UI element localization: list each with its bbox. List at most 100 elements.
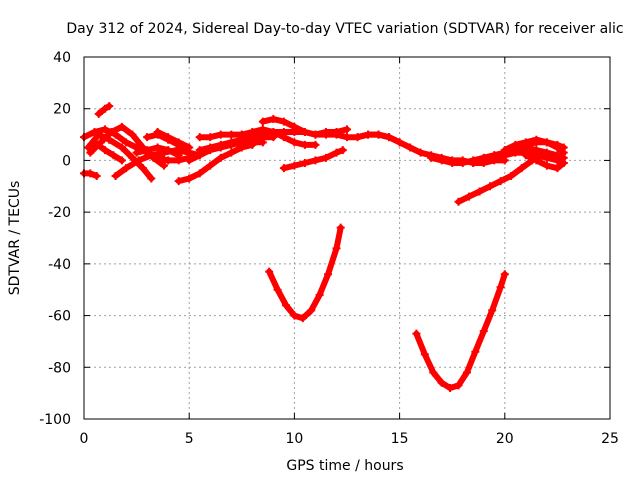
data-point	[159, 161, 168, 170]
plot-frame	[83, 56, 611, 420]
data-point	[542, 148, 551, 157]
data-point	[92, 171, 101, 180]
data-point	[458, 159, 467, 168]
data-point	[128, 153, 137, 162]
data-point	[427, 153, 436, 162]
data-point	[227, 138, 236, 147]
data-point	[462, 368, 471, 377]
data-point	[248, 127, 257, 136]
data-point	[475, 187, 484, 196]
data-point	[488, 306, 497, 315]
data-point	[324, 270, 333, 279]
series-line-s10	[154, 129, 193, 151]
data-point	[412, 329, 421, 338]
y-tick-label: -20	[48, 205, 71, 221]
data-point	[321, 130, 330, 139]
data-point	[174, 177, 183, 186]
grid	[84, 57, 610, 419]
data-point	[416, 148, 425, 157]
data-point	[307, 306, 316, 315]
x-tick-label: 20	[496, 431, 514, 447]
series-line-s18	[266, 224, 344, 322]
data-point	[122, 164, 131, 173]
x-axis-label: GPS time / hours	[286, 458, 403, 474]
data-point	[532, 146, 541, 155]
data-point	[279, 133, 288, 142]
data-point	[542, 138, 551, 147]
data-point	[315, 290, 324, 299]
data-point	[164, 133, 173, 142]
x-tick-label: 25	[601, 431, 619, 447]
data-point	[454, 381, 463, 390]
data-point	[332, 130, 341, 139]
y-axis-label: SDTVAR / TECUs	[7, 181, 23, 296]
data-point	[332, 244, 341, 253]
data-point	[153, 127, 162, 136]
data-point	[479, 153, 488, 162]
data-point	[490, 151, 499, 160]
data-point	[86, 148, 95, 157]
data-point	[153, 143, 162, 152]
data-point	[94, 130, 103, 139]
data-point	[111, 171, 120, 180]
data-point	[164, 156, 173, 165]
data-point	[122, 138, 131, 147]
data-point	[258, 117, 267, 126]
data-point	[216, 130, 225, 139]
data-point	[269, 127, 278, 136]
data-point	[521, 151, 530, 160]
data-point	[269, 115, 278, 124]
data-point	[143, 133, 152, 142]
data-point	[374, 130, 383, 139]
data-point	[385, 133, 394, 142]
data-point	[164, 146, 173, 155]
y-tick-label: -80	[48, 360, 71, 376]
data-point	[195, 133, 204, 142]
x-tick-label: 5	[185, 431, 194, 447]
data-point	[132, 148, 141, 157]
chart-title: Day 312 of 2024, Sidereal Day-to-day VTE…	[66, 21, 623, 37]
data-point	[105, 102, 114, 111]
data-point	[281, 301, 290, 310]
data-point	[265, 267, 274, 276]
y-tick-label: -40	[48, 257, 71, 273]
x-tick-label: 10	[285, 431, 303, 447]
data-point	[542, 161, 551, 170]
data-point	[353, 133, 362, 142]
data-point	[101, 104, 110, 113]
data-point	[321, 153, 330, 162]
data-point	[258, 125, 267, 134]
data-point	[290, 122, 299, 131]
data-point	[279, 117, 288, 126]
data-point	[559, 148, 568, 157]
data-point	[300, 140, 309, 149]
data-point	[500, 270, 509, 279]
data-point	[479, 327, 488, 336]
data-point	[117, 156, 126, 165]
data-point	[300, 127, 309, 136]
data-point	[128, 130, 137, 139]
y-tick-label: 0	[62, 153, 71, 169]
series-group	[80, 102, 568, 392]
data-point	[429, 368, 438, 377]
y-tick-label: 40	[53, 50, 71, 66]
data-point	[185, 143, 194, 152]
data-point	[90, 127, 99, 136]
data-point	[500, 146, 509, 155]
x-tick-label: 0	[80, 431, 89, 447]
data-point	[454, 197, 463, 206]
data-point	[332, 148, 341, 157]
data-point	[206, 143, 215, 152]
data-point	[290, 161, 299, 170]
data-point	[174, 151, 183, 160]
axis-ticks: 0 5 10 15 20 25 -100 -80 -60 -40 -20 0 20 40	[39, 50, 619, 447]
data-point	[532, 156, 541, 165]
data-point	[406, 143, 415, 152]
data-point	[336, 223, 345, 232]
data-point	[195, 169, 204, 178]
data-point	[216, 153, 225, 162]
data-point	[420, 350, 429, 359]
data-point	[338, 146, 347, 155]
data-point	[311, 156, 320, 165]
